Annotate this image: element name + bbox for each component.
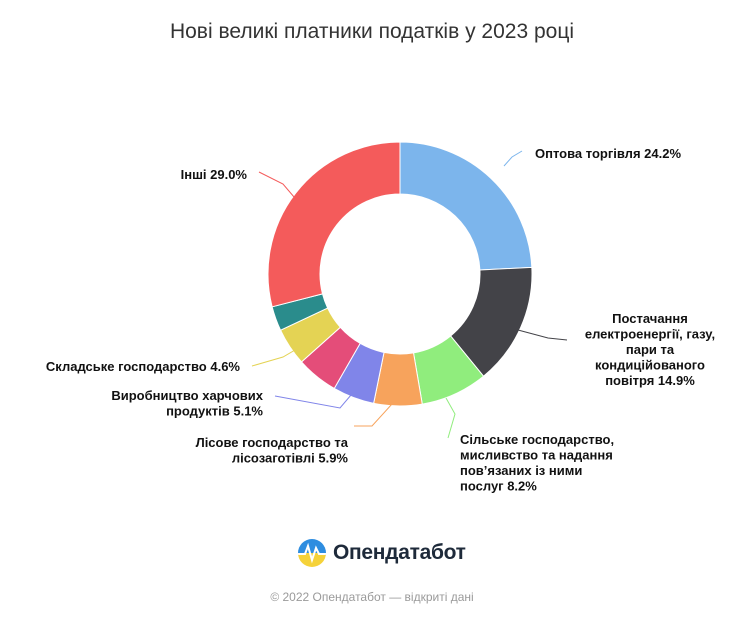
data-label-0-line-0: Оптова торгівля 24.2% [535, 146, 681, 161]
opendatabot-logo-icon [298, 539, 326, 567]
data-label-1: Постачання електроенергії, газу, пари та ко… [585, 311, 715, 388]
brand-name: Опендатабот [333, 541, 466, 564]
data-label-2-line-1: мисливство та надання [460, 448, 613, 463]
brand-logo-block: Опендатабот [297, 536, 466, 570]
data-label-3-line-1: лісозаготівлі 5.9% [232, 451, 349, 466]
data-label-6: Інші 29.0% [181, 167, 248, 182]
data-label-3-line-0: Лісове господарство та [196, 435, 349, 450]
data-label-3: Лісове господарство та лісозаготівлі 5.9% [196, 435, 349, 466]
data-label-4: Виробництво харчових продуктів 5.1% [111, 388, 263, 419]
connector-5 [251, 342, 308, 367]
data-label-2-line-0: Сільське господарство, [460, 432, 614, 447]
data-label-1-line-4: повітря 14.9% [605, 373, 695, 388]
data-label-2-line-2: пов’язаних із ними [460, 463, 582, 478]
data-label-0: Оптова торгівля 24.2% [535, 146, 681, 161]
data-label-1-line-3: кондиційованого [595, 358, 705, 373]
connector-4 [274, 387, 358, 409]
data-label-6-line-0: Інші 29.0% [181, 167, 248, 182]
slice-0 [399, 141, 533, 271]
slice-6 [267, 141, 401, 308]
data-label-2-line-3: послуг 8.2% [460, 479, 537, 494]
connector-1 [517, 329, 568, 341]
data-label-4-line-0: Виробництво харчових [111, 388, 263, 403]
data-label-1-line-1: електроенергії, газу, [585, 327, 715, 342]
data-label-2: Сільське господарство, мисливство та нада… [460, 432, 614, 494]
data-label-5-line-0: Складське господарство 4.6% [46, 359, 241, 374]
data-label-1-line-2: пари та [626, 342, 675, 357]
donut-chart: Оптова торгівля 24.2% Постачання електроен… [46, 141, 715, 494]
data-label-5: Складське господарство 4.6% [46, 359, 241, 374]
data-label-1-line-0: Постачання [612, 311, 688, 326]
data-label-4-line-1: продуктів 5.1% [166, 404, 263, 419]
connector-2 [445, 397, 456, 439]
connector-0 [503, 150, 523, 167]
connector-3 [354, 403, 393, 427]
connector-6 [258, 171, 301, 205]
footer-copyright: © 2022 Опендатабот — відкриті дані [270, 590, 474, 604]
chart-title: Нові великі платники податків у 2023 роц… [169, 20, 575, 43]
